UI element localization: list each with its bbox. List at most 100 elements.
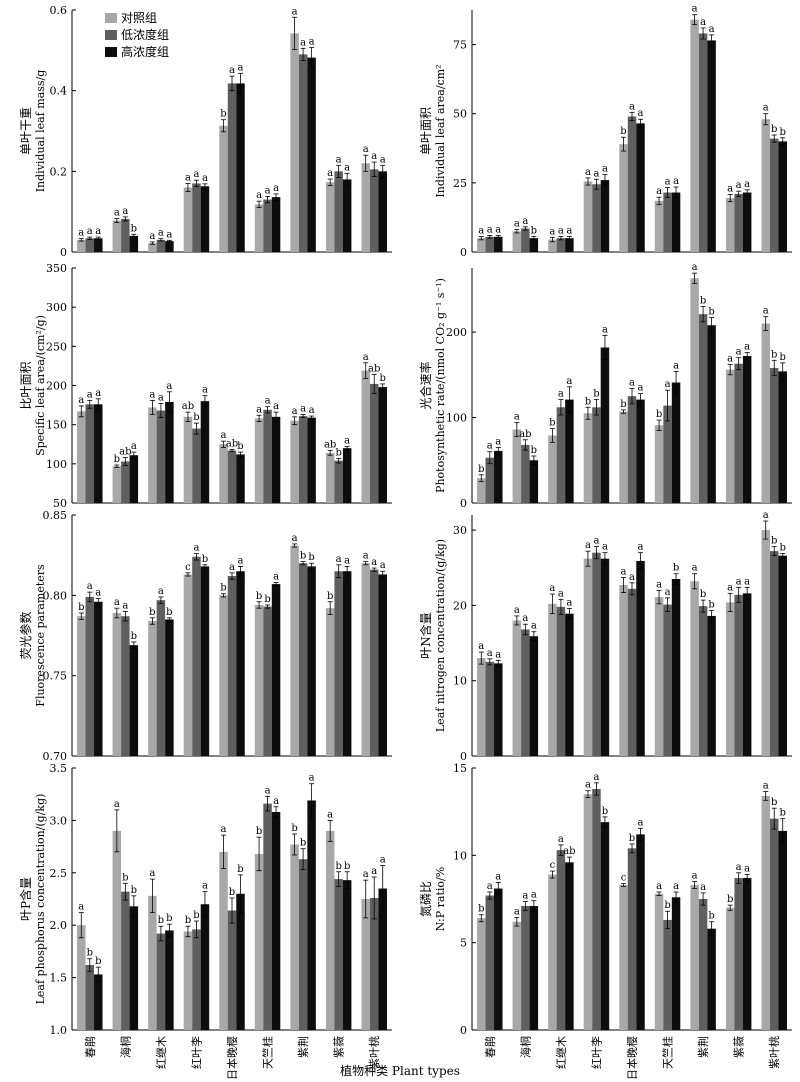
significance-label: b [87,948,93,959]
significance-label: a [363,144,369,155]
y-tick-label: 50 [453,108,467,121]
significance-label: b [327,591,333,602]
bar [565,862,574,1030]
bar [707,40,716,253]
y-tick-label: 300 [46,301,67,314]
bar [761,119,770,252]
significance-label: b [780,542,786,553]
bar [734,594,743,756]
significance-label: b [344,861,350,872]
significance-label: a [522,216,528,227]
bar [298,859,308,1030]
bar [219,595,228,756]
significance-label: c [550,860,556,871]
significance-label: a [380,854,386,865]
bar [734,193,743,252]
significance-label: b [531,226,537,237]
significance-label: b [193,910,199,921]
category-label: 红叶李 [589,1036,603,1069]
significance-label: b [478,464,484,475]
significance-label: a [558,389,564,400]
significance-label: a [621,567,627,578]
bar [548,435,557,503]
significance-label: a [736,576,742,587]
y-axis-label-en: Specific leaf area/(cm²/g) [34,315,47,456]
bar [654,893,664,1030]
bar [663,604,672,756]
significance-label: a [158,393,164,404]
category-label: 红叶李 [189,1036,203,1069]
significance-label: a [309,37,315,48]
y-tick-label: 1.5 [50,972,68,985]
bar [778,830,787,1030]
bar [334,171,343,252]
significance-label: a [673,176,679,187]
significance-label: b [78,602,84,613]
bar [690,581,699,756]
category-label: 紫叶桃 [367,1036,381,1069]
y-tick-label: 0 [460,246,467,259]
significance-label: a [363,551,369,562]
significance-label: a [558,226,564,237]
legend: 对照组 低浓度组 高浓度组 [105,11,169,59]
bar [548,603,557,756]
y-tick-label: 200 [46,380,67,393]
bar [734,363,743,503]
significance-label: a [265,396,271,407]
bar [494,663,503,756]
bar [94,404,103,503]
significance-label: b [656,409,662,420]
significance-label: b [700,295,706,306]
bar [378,574,387,756]
significance-label: b [229,887,235,898]
significance-label: b [531,445,537,456]
bar [121,616,130,756]
y-axis-label-en: Leaf phosphorus concentration/(g/kg) [34,794,47,1005]
bar [529,636,539,756]
bar [619,144,628,252]
bar [778,555,787,756]
bar [592,552,601,756]
bar [707,325,716,503]
bar [742,878,752,1030]
significance-label: b [220,583,226,594]
significance-label: a [193,169,199,180]
significance-label: b [380,373,386,384]
bar [592,407,601,503]
significance-label: a [736,862,742,873]
bar [778,371,787,503]
significance-label: b [166,913,172,924]
bar [129,455,139,503]
significance-label: a [292,406,298,417]
y-tick-label: 250 [46,340,67,353]
significance-label: b [664,900,670,911]
bar [636,834,645,1030]
significance-label: a [558,588,564,599]
bar [227,450,237,503]
bar [512,429,522,503]
bar [769,367,779,503]
y-axis-label-en: Individual leaf mass/g [34,70,47,193]
category-label: 紫叶桃 [767,1036,781,1069]
significance-label: a [87,389,93,400]
category-label: 日本晚樱 [625,1036,639,1080]
significance-label: a [292,6,298,17]
significance-label: a [114,597,120,608]
significance-label: a [709,24,715,35]
bar [548,874,557,1030]
bar [77,239,86,252]
significance-label: a [371,866,377,877]
significance-label: b [620,126,626,137]
significance-label: a [327,168,333,179]
bar [636,123,645,252]
significance-label: b [780,352,786,363]
bar [325,830,335,1030]
significance-label: ab [182,401,194,412]
bar [183,574,193,756]
bar [121,461,130,503]
significance-label: a [744,342,750,353]
y-tick-label: 0.6 [50,4,68,17]
significance-label: a [487,441,493,452]
